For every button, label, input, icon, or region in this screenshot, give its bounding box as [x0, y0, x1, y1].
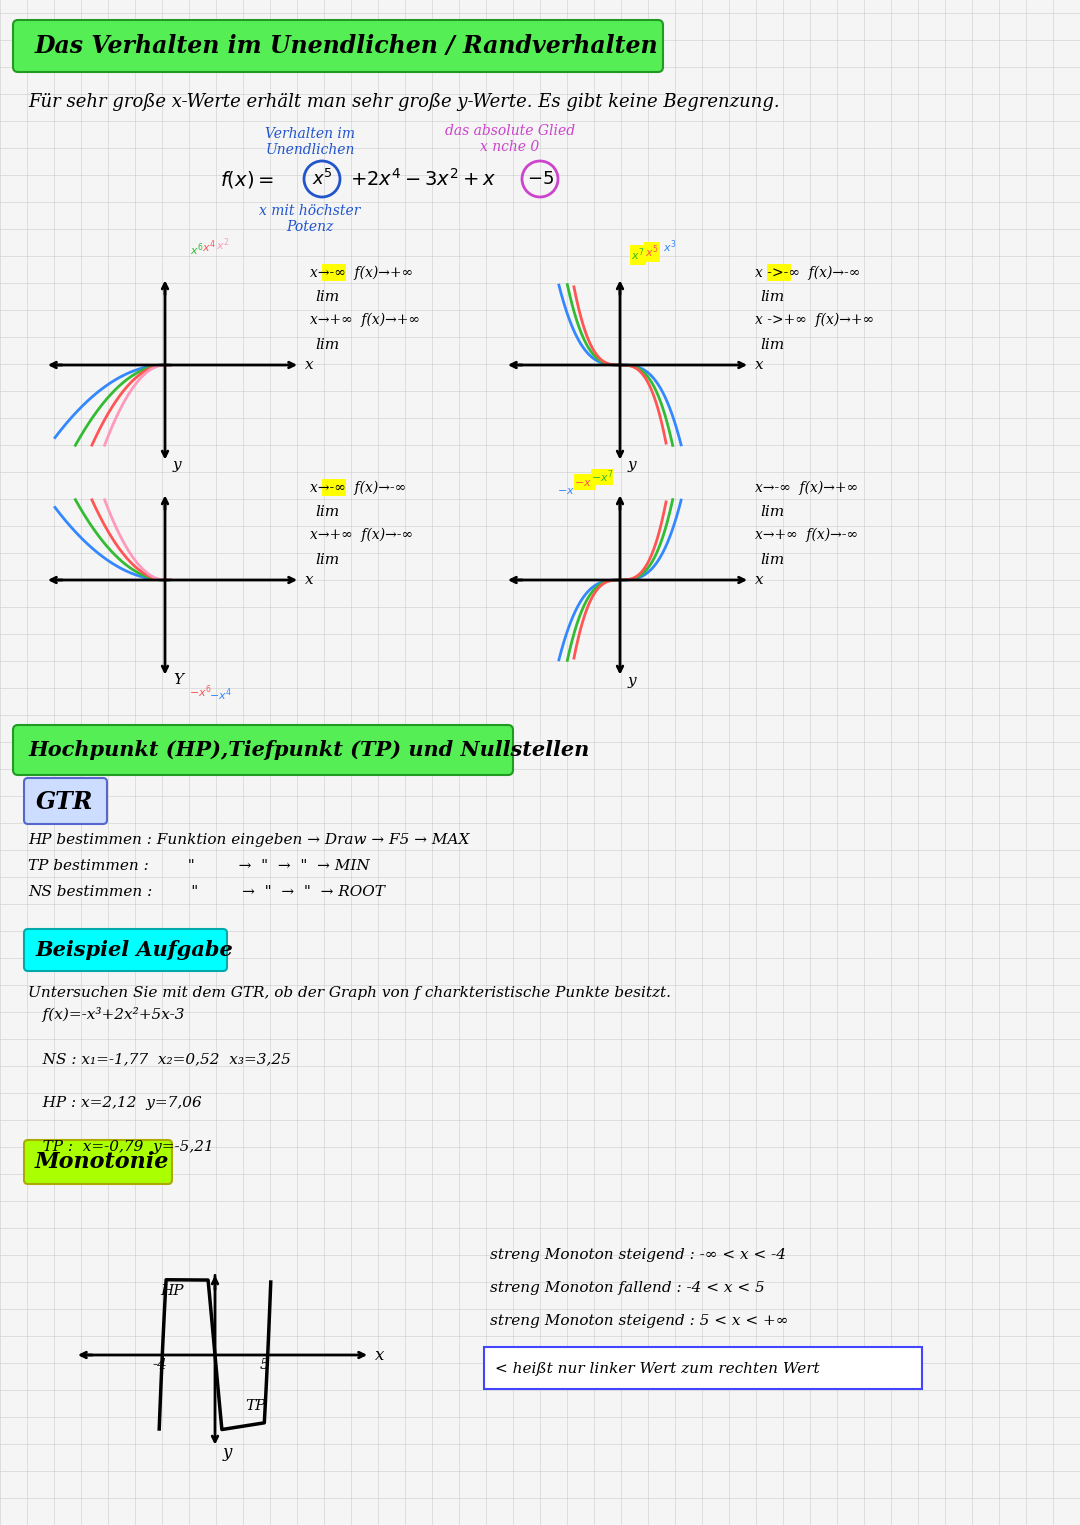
Text: TP: TP [245, 1398, 266, 1414]
Text: $-x^3$: $-x^3$ [556, 482, 579, 499]
Text: Für sehr große x-Werte erhält man sehr große y-Werte. Es gibt keine Begrenzung.: Für sehr große x-Werte erhält man sehr g… [28, 93, 780, 111]
FancyBboxPatch shape [484, 1347, 922, 1389]
Text: Untersuchen Sie mit dem GTR, ob der Graph von f charkteristische Punkte besitzt.: Untersuchen Sie mit dem GTR, ob der Grap… [28, 987, 671, 1000]
Text: x: x [305, 358, 313, 372]
Text: $-5$: $-5$ [527, 169, 553, 188]
Text: GTR: GTR [37, 790, 94, 814]
Text: Monotonie: Monotonie [35, 1151, 170, 1173]
Text: Y: Y [173, 674, 184, 688]
Text: x→-∞  f(x)→+∞: x→-∞ f(x)→+∞ [310, 265, 413, 281]
Text: HP bestimmen : Funktion eingeben → Draw → F5 → MAX: HP bestimmen : Funktion eingeben → Draw … [28, 833, 470, 846]
Text: $+ 2x^4- 3x^2+ x$: $+ 2x^4- 3x^2+ x$ [350, 168, 496, 191]
Text: $-x^6$: $-x^6$ [189, 683, 212, 700]
Text: -4: -4 [152, 1357, 167, 1372]
FancyBboxPatch shape [13, 20, 663, 72]
Text: x→-∞  f(x)→-∞: x→-∞ f(x)→-∞ [310, 480, 406, 496]
Text: x: x [755, 358, 764, 372]
Text: x→+∞  f(x)→-∞: x→+∞ f(x)→-∞ [755, 528, 858, 543]
FancyBboxPatch shape [767, 264, 791, 281]
Text: y: y [627, 674, 636, 688]
Text: $x^2$: $x^2$ [216, 236, 230, 253]
Text: lim: lim [315, 554, 339, 567]
Text: NS : x₁=-1,77  x₂=0,52  x₃=3,25: NS : x₁=-1,77 x₂=0,52 x₃=3,25 [28, 1052, 291, 1066]
Text: lim: lim [760, 505, 784, 518]
FancyBboxPatch shape [322, 479, 346, 496]
Text: streng Monoton steigend : 5 < x < +∞: streng Monoton steigend : 5 < x < +∞ [490, 1315, 788, 1328]
Text: Das Verhalten im Unendlichen / Randverhalten: Das Verhalten im Unendlichen / Randverha… [35, 34, 659, 58]
Text: Beispiel Aufgabe: Beispiel Aufgabe [35, 939, 233, 961]
Text: streng Monoton fallend : -4 < x < 5: streng Monoton fallend : -4 < x < 5 [490, 1281, 765, 1295]
Text: Verhalten im
Unendlichen: Verhalten im Unendlichen [265, 127, 355, 157]
FancyBboxPatch shape [24, 778, 107, 824]
Text: lim: lim [315, 290, 339, 303]
Text: NS bestimmen :        "         →  "  →  "  → ROOT: NS bestimmen : " → " → " → ROOT [28, 884, 384, 900]
Text: x: x [755, 573, 764, 587]
Text: HP: HP [160, 1284, 184, 1298]
Text: Hochpunkt (HP),Tiefpunkt (TP) und Nullstellen: Hochpunkt (HP),Tiefpunkt (TP) und Nullst… [28, 740, 590, 759]
Text: HP : x=2,12  y=7,06: HP : x=2,12 y=7,06 [28, 1096, 202, 1110]
Text: $-x^4$: $-x^4$ [208, 686, 231, 703]
Text: das absolute Glied
x nche 0: das absolute Glied x nche 0 [445, 124, 575, 154]
Text: x mit höchster
Potenz: x mit höchster Potenz [259, 204, 361, 235]
Text: $x^4$: $x^4$ [202, 239, 216, 255]
Text: y: y [627, 459, 636, 473]
Text: lim: lim [760, 554, 784, 567]
Text: lim: lim [315, 339, 339, 352]
Text: 5: 5 [260, 1357, 270, 1372]
Text: y: y [173, 459, 181, 473]
Text: $-x^7$: $-x^7$ [591, 468, 613, 485]
FancyBboxPatch shape [24, 1141, 172, 1183]
FancyBboxPatch shape [24, 929, 227, 971]
Text: x ->+∞  f(x)→+∞: x ->+∞ f(x)→+∞ [755, 313, 874, 328]
Text: lim: lim [315, 505, 339, 518]
Text: < heißt nur linker Wert zum rechten Wert: < heißt nur linker Wert zum rechten Wert [495, 1362, 820, 1376]
Text: $x^3$: $x^3$ [663, 239, 677, 255]
Text: lim: lim [760, 339, 784, 352]
Text: $x^5$: $x^5$ [311, 169, 333, 189]
Text: x ->-∞  f(x)→-∞: x ->-∞ f(x)→-∞ [755, 265, 861, 281]
Text: $x^6$: $x^6$ [190, 241, 204, 258]
Text: streng Monoton steigend : -∞ < x < -4: streng Monoton steigend : -∞ < x < -4 [490, 1247, 786, 1263]
Text: lim: lim [760, 290, 784, 303]
Text: $x^5$: $x^5$ [645, 244, 659, 261]
Text: $x^7$: $x^7$ [631, 247, 645, 264]
Text: TP :  x=-0,79  y=-5,21: TP : x=-0,79 y=-5,21 [28, 1141, 214, 1154]
FancyBboxPatch shape [13, 724, 513, 775]
Text: x: x [375, 1347, 384, 1363]
Text: y: y [222, 1444, 232, 1461]
FancyBboxPatch shape [322, 264, 346, 281]
Text: f(x)=-x³+2x²+5x-3: f(x)=-x³+2x²+5x-3 [28, 1008, 185, 1022]
Text: TP bestimmen :        "         →  "  →  "  → MIN: TP bestimmen : " → " → " → MIN [28, 859, 369, 872]
Text: x→+∞  f(x)→-∞: x→+∞ f(x)→-∞ [310, 528, 413, 543]
Text: $-x^5$: $-x^5$ [573, 474, 596, 491]
Text: x→-∞  f(x)→+∞: x→-∞ f(x)→+∞ [755, 480, 858, 496]
Text: x: x [305, 573, 313, 587]
Text: $f(x) = $: $f(x) = $ [220, 168, 274, 189]
Text: x→+∞  f(x)→+∞: x→+∞ f(x)→+∞ [310, 313, 420, 328]
